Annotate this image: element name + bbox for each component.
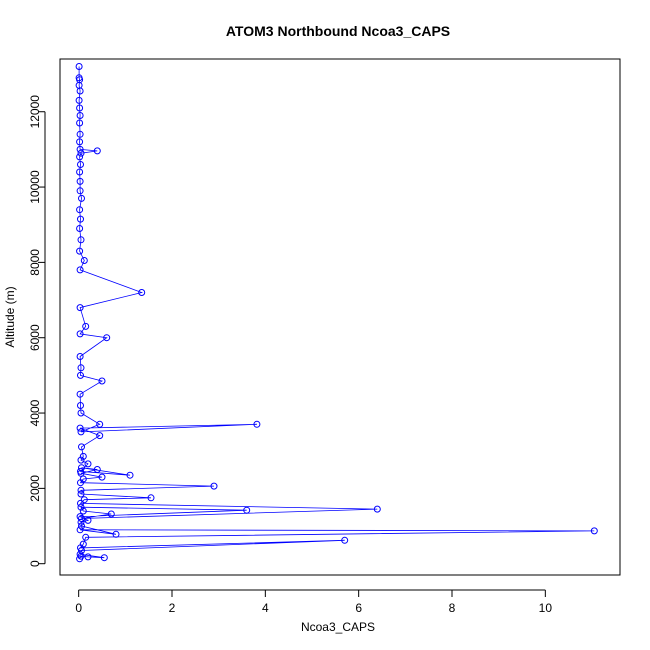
data-point [76, 304, 84, 312]
data-point [79, 475, 87, 483]
data-point [77, 467, 84, 475]
data-point [126, 471, 134, 479]
data-point [75, 63, 83, 70]
data-point [243, 506, 251, 514]
data-point [84, 516, 92, 524]
data-point [77, 371, 84, 379]
data-point [82, 533, 90, 541]
y-tick-label: 6000 [28, 324, 42, 351]
y-tick-label: 4000 [28, 399, 42, 426]
plot-frame [59, 58, 621, 576]
data-point [77, 486, 85, 494]
data-point [341, 536, 349, 544]
data-point [76, 526, 84, 534]
data-point [96, 432, 104, 440]
x-tick-label: 2 [169, 601, 176, 615]
data-point [82, 322, 90, 330]
data-point [590, 527, 598, 535]
data-point [112, 530, 120, 538]
data-point [93, 147, 101, 155]
data-point [77, 499, 84, 507]
data-point [76, 168, 84, 176]
x-tick-label: 0 [75, 601, 82, 615]
data-point [77, 236, 85, 244]
data-point [100, 554, 108, 562]
y-tick-label: 12000 [28, 95, 42, 129]
x-tick-label: 4 [262, 601, 269, 615]
data-point [84, 553, 92, 561]
data-point [80, 257, 88, 264]
data-point [253, 420, 261, 428]
chart-title: ATOM3 Northbound Ncoa3_CAPS [226, 23, 450, 39]
data-point [147, 494, 155, 502]
data-point [76, 112, 84, 119]
data-point [75, 96, 83, 104]
data-point [84, 460, 92, 468]
data-point [76, 104, 84, 112]
data-point [138, 289, 146, 296]
series-group [75, 63, 598, 563]
data-point [76, 177, 84, 185]
series-line [78, 66, 595, 559]
data-point [210, 482, 218, 490]
data-point [76, 390, 84, 398]
data-point [77, 215, 84, 223]
x-tick-label: 10 [539, 601, 553, 615]
data-point [78, 464, 85, 472]
data-point [76, 353, 84, 360]
y-tick-label: 10000 [28, 170, 42, 204]
data-point [76, 513, 84, 521]
data-point [79, 540, 87, 548]
y-axis: 0 2000 4000 6000 8000 10000 12000 [28, 95, 46, 567]
data-point [78, 515, 85, 522]
data-point [77, 161, 84, 168]
x-tick-label: 8 [449, 601, 456, 615]
data-point [76, 330, 84, 338]
data-point [103, 334, 111, 342]
data-point [76, 153, 84, 161]
data-point [76, 138, 84, 146]
data-point [79, 507, 87, 515]
data-point [76, 266, 84, 274]
data-point [78, 522, 85, 530]
x-axis-label: Ncoa3_CAPS [301, 620, 375, 634]
data-point [107, 510, 115, 518]
data-point [98, 473, 106, 481]
data-point [77, 503, 85, 511]
y-tick-label: 8000 [28, 249, 42, 276]
y-tick-label: 2000 [28, 475, 42, 502]
data-point [77, 149, 85, 157]
data-point [76, 187, 84, 195]
data-point [76, 424, 84, 432]
x-axis: 0 2 4 6 8 10 [75, 589, 553, 615]
data-point [77, 409, 85, 417]
data-point [77, 428, 85, 436]
data-point [76, 225, 84, 232]
data-point [77, 456, 85, 464]
data-point [77, 490, 85, 498]
x-tick-label: 6 [355, 601, 362, 615]
data-point [79, 452, 87, 460]
data-point [76, 206, 84, 214]
data-point [76, 130, 84, 138]
data-point [93, 466, 101, 473]
data-point [77, 364, 85, 372]
data-point [76, 145, 84, 153]
data-point [76, 247, 84, 255]
data-point [80, 496, 88, 504]
y-axis-label: Altitude (m) [3, 286, 17, 347]
data-point [96, 420, 104, 428]
data-point [373, 505, 381, 513]
data-point [78, 443, 85, 451]
y-tick-label: 0 [28, 560, 42, 567]
data-point [75, 74, 83, 82]
data-point [98, 377, 106, 385]
data-point [77, 402, 84, 409]
data-point [78, 194, 85, 202]
data-point [76, 119, 84, 127]
